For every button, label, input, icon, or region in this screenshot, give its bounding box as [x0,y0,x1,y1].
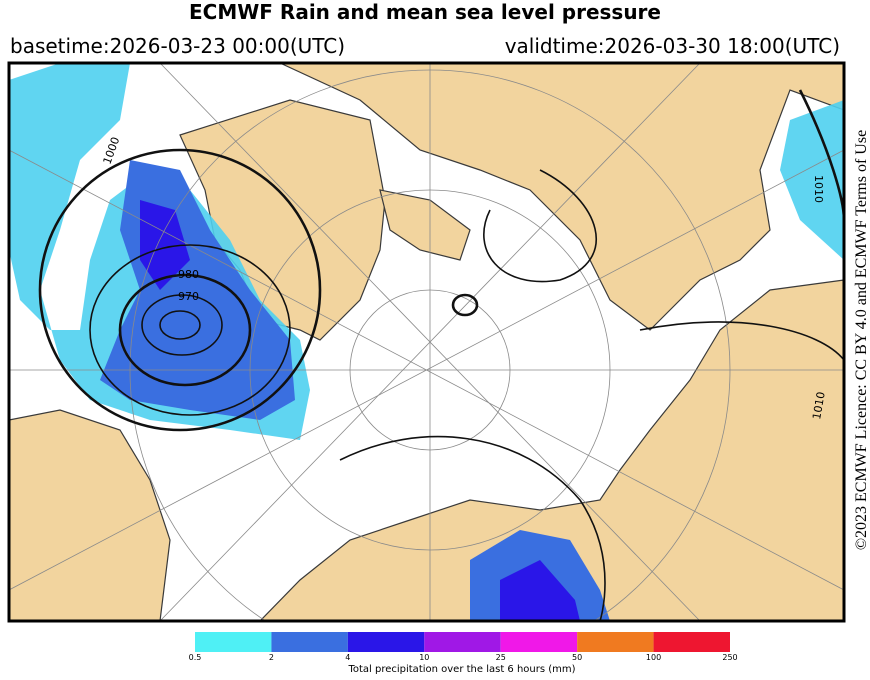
colorbar-tick: 50 [572,653,582,662]
isobar [451,293,479,317]
licence: ©2023 ECMWF Licence: CC BY 4.0 and ECMWF… [853,130,870,550]
isobar-label: 970 [178,290,199,303]
colorbar-segment [500,632,578,652]
colorbar-tick: 250 [722,653,737,662]
rain [140,200,190,290]
graticule [9,63,844,621]
isobar-label: 1010 [810,391,828,421]
isobar-label: 1010 [812,175,825,203]
colorbar-tick: 2 [269,653,274,662]
colorbar: 0.5 2 4 10 25 50 100 250 [189,632,738,662]
colorbar-segment [271,632,348,652]
colorbar-tick: 25 [496,653,506,662]
isobar [141,294,223,356]
rain [780,100,844,260]
land [279,63,844,331]
isobar [118,273,252,387]
colorbar-tick: 10 [419,653,429,662]
colorbar-segment [424,632,501,652]
colorbar-tick: 4 [345,653,350,662]
validtime: validtime:2026-03-30 18:00(UTC) [505,34,840,58]
isobar [38,148,322,432]
colorbar-tick: 0.5 [189,653,202,662]
map: 1000 980 970 1010 1010 [7,61,846,623]
colorbar-segment [577,632,654,652]
isobar [639,321,844,361]
isobar [159,310,201,340]
colorbar-label: Total precipitation over the last 6 hour… [347,664,575,675]
colorbar-segment [347,632,425,652]
isobar-label: 980 [178,268,199,281]
colorbar-segment [195,632,272,652]
title: ECMWF Rain and mean sea level pressure [189,0,661,24]
colorbar-tick: 100 [646,653,661,662]
isobar [89,244,291,416]
colorbar-segment [653,632,730,652]
land [259,279,844,621]
basetime: basetime:2026-03-23 00:00(UTC) [10,34,345,58]
isobar [483,169,598,283]
map-frame [7,61,846,623]
isobar [339,435,606,621]
rain [500,560,580,621]
